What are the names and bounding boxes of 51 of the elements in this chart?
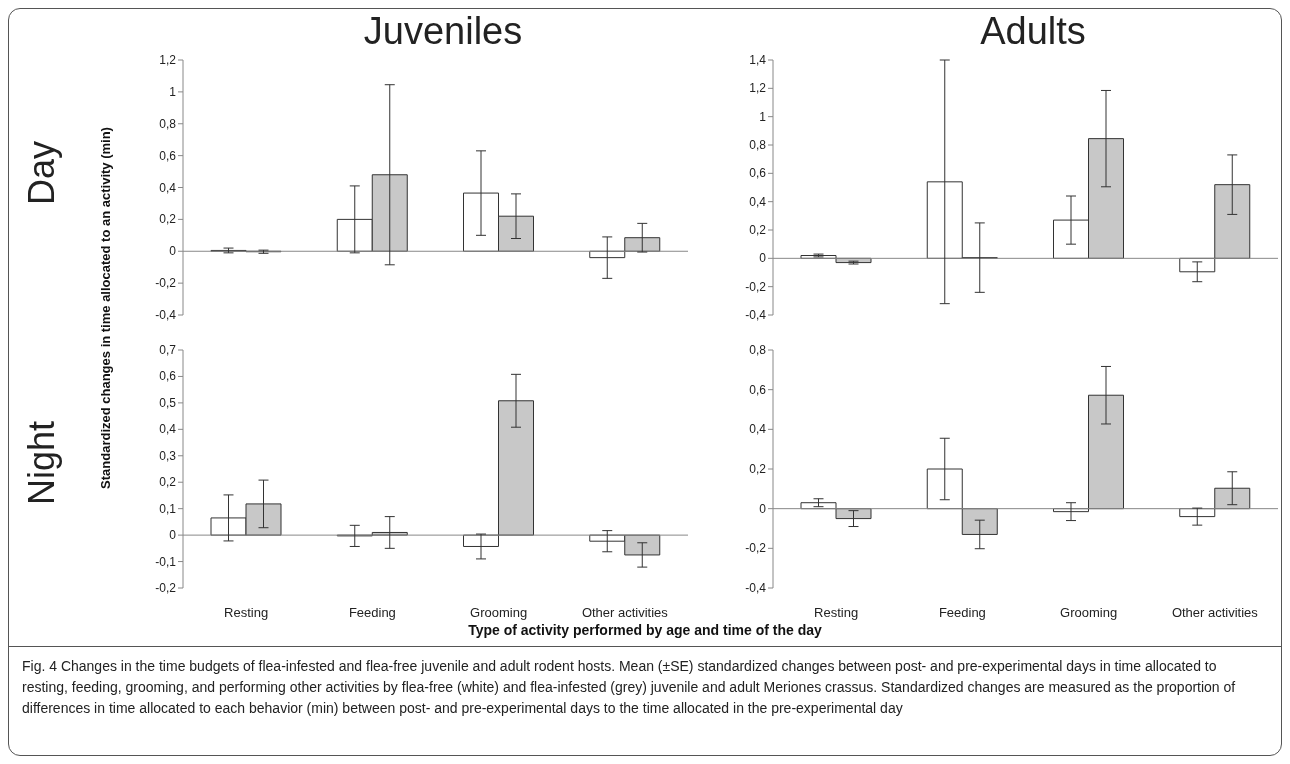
y-tick-label: 0,2	[159, 475, 177, 490]
y-tick-label: 1,2	[749, 81, 767, 96]
y-tick-label: 0,8	[749, 343, 767, 357]
y-tick-label: -0,4	[155, 308, 177, 322]
y-tick-label: -0,2	[155, 581, 177, 595]
x-tick-label: Grooming	[470, 605, 528, 621]
y-tick-label: 0,4	[159, 422, 177, 437]
y-tick-label: -0,4	[745, 308, 767, 322]
y-tick-label: -0,2	[745, 279, 767, 294]
y-tick-label: 0,6	[749, 166, 767, 181]
y-tick-label: 0	[759, 501, 767, 516]
y-tick-label: -0,1	[155, 554, 177, 569]
chart-title: Juveniles	[362, 10, 524, 53]
y-tick-label: 0,8	[749, 138, 767, 152]
y-tick-label: 0,4	[749, 194, 767, 209]
y-tick-label: 1,2	[159, 53, 177, 67]
y-tick-label: 0	[169, 528, 177, 543]
y-tick-label: 0,4	[749, 422, 767, 437]
y-tick-label: 1,4	[749, 53, 767, 67]
y-tick-label: 0,8	[159, 116, 177, 131]
y-tick-label: 0,2	[159, 212, 177, 227]
y-tick-label: 0,6	[159, 148, 177, 163]
caption: Fig. 4 Changes in the time budgets of flea-infested and flea-free juvenile and adult rodent hosts. Mean (±SE) standardized changes between post- and pre-experimental days in time allocated to resting, feeding, grooming, and performing other activities by flea-free (white) and flea-infested (grey) juvenile and adult Meriones crassus. Standardized changes are measured as the proportion of differences in time allocated to each behavior (min) between post- and pre-experimental days to the time allocated in the pre-experimental day	[22, 657, 1237, 718]
y-tick-label: -0,2	[745, 541, 767, 556]
x-tick-label: Other activities	[581, 605, 669, 621]
x-tick-label: Resting	[814, 605, 859, 621]
text: Day	[21, 140, 63, 206]
x-tick-label: Resting	[224, 605, 269, 621]
y-tick-label: 0,6	[749, 382, 767, 397]
x-tick-label: Feeding	[938, 605, 986, 621]
x-tick-label: Feeding	[348, 605, 396, 621]
y-tick-label: 0,7	[159, 343, 177, 357]
y-tick-label: 0,2	[749, 223, 767, 237]
text: Night	[21, 420, 63, 506]
x-axis-title: Type of activity performed by age and time of the day	[467, 622, 823, 638]
x-tick-label: Grooming	[1060, 605, 1118, 621]
y-tick-label: 0	[169, 244, 177, 259]
y-tick-label: 0,5	[159, 395, 177, 410]
x-tick-label: Other activities	[1171, 605, 1259, 621]
chart-title: Adults	[979, 10, 1087, 53]
y-tick-label: 1	[169, 84, 177, 99]
y-axis-title: Standardized changes in time allocated to an activity (min)	[97, 127, 113, 489]
y-tick-label: 0,4	[159, 180, 177, 195]
y-tick-label: 1	[759, 109, 767, 124]
y-tick-label: 0,2	[749, 462, 767, 476]
y-tick-label: -0,2	[155, 276, 177, 291]
y-tick-label: 0,6	[159, 369, 177, 384]
y-tick-label: 0,1	[159, 501, 177, 516]
y-tick-label: 0,3	[159, 448, 177, 463]
y-tick-label: 0	[759, 251, 767, 266]
y-tick-label: -0,4	[745, 581, 767, 595]
